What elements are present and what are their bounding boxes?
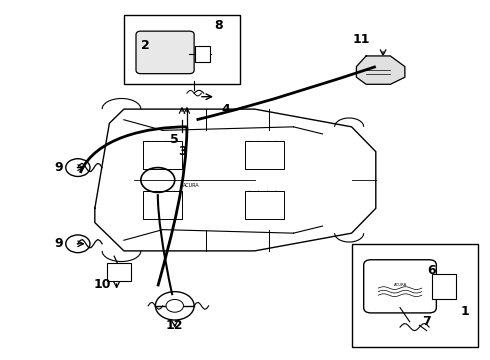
Polygon shape (356, 56, 405, 84)
Bar (143, 191, 182, 219)
FancyBboxPatch shape (432, 274, 456, 299)
Text: 7: 7 (422, 315, 431, 328)
Text: 12: 12 (166, 319, 184, 332)
Bar (245, 191, 284, 219)
Bar (245, 141, 284, 169)
Text: ACURA: ACURA (394, 283, 408, 287)
FancyBboxPatch shape (136, 31, 194, 74)
Text: 9: 9 (54, 237, 63, 250)
Text: 10: 10 (93, 278, 111, 291)
Text: 5: 5 (171, 133, 179, 146)
FancyBboxPatch shape (107, 263, 131, 281)
FancyBboxPatch shape (364, 260, 437, 313)
Bar (143, 141, 182, 169)
FancyBboxPatch shape (124, 15, 240, 84)
Text: ACURA: ACURA (183, 183, 200, 188)
Text: 8: 8 (214, 19, 222, 32)
Text: 2: 2 (141, 39, 150, 52)
Text: 1: 1 (461, 305, 470, 318)
Text: 4: 4 (221, 103, 230, 116)
Text: 11: 11 (352, 33, 370, 46)
Text: 6: 6 (427, 264, 436, 277)
FancyBboxPatch shape (352, 244, 478, 347)
Text: 9: 9 (54, 161, 63, 174)
Text: 3: 3 (178, 145, 186, 158)
FancyBboxPatch shape (195, 46, 210, 62)
